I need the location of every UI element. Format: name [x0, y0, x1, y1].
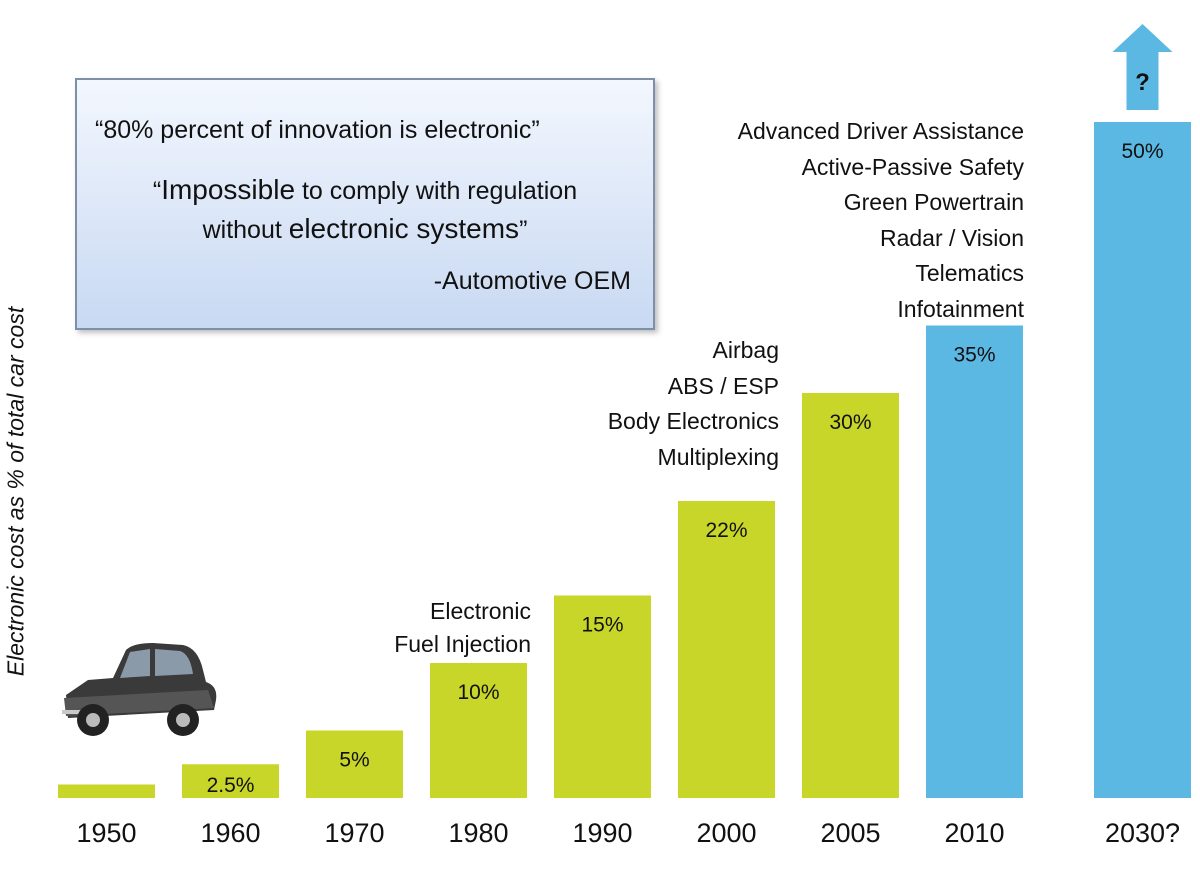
feature-label: Multiplexing — [657, 443, 779, 470]
x-tick-label: 2030? — [1105, 818, 1180, 848]
data-label: 22% — [705, 519, 747, 542]
data-label: 50% — [1121, 140, 1163, 163]
features-1980: Electronic Fuel Injection — [394, 595, 531, 661]
x-tick-label: 1970 — [324, 818, 384, 848]
feature-label: Body Electronics — [607, 408, 779, 434]
data-label: 2.5% — [207, 774, 255, 797]
quote-regulation-line1: “Impossible to comply with regulation — [152, 174, 578, 205]
bar-2010 — [926, 325, 1023, 798]
bar-1980 — [430, 663, 527, 798]
feature-label: Radar / Vision — [879, 224, 1024, 251]
bar-2005 — [802, 393, 899, 798]
features-2010: Advanced Driver Assistance Active-Passiv… — [738, 114, 1024, 327]
feature-label: Advanced Driver Assistance — [737, 118, 1024, 144]
bar-1970 — [306, 730, 403, 798]
bar-1950 — [58, 784, 155, 798]
quote-box: “80% percent of innovation is electronic… — [75, 78, 655, 330]
x-tick-label: 1960 — [200, 818, 260, 848]
bar-2000 — [678, 501, 775, 798]
feature-label: Airbag — [712, 337, 779, 363]
x-tick-label: 1980 — [448, 818, 508, 848]
future-arrow-label: ? — [1135, 69, 1150, 96]
data-label: 35% — [953, 344, 995, 367]
data-label: 10% — [457, 681, 499, 704]
x-tick-label: 1950 — [76, 818, 136, 848]
feature-label: Telematics — [915, 260, 1024, 286]
data-label: 30% — [829, 411, 871, 434]
feature-label: Infotainment — [897, 295, 1024, 322]
bar-2030 — [1094, 122, 1191, 798]
feature-label: Active-Passive Safety — [801, 153, 1024, 180]
feature-label: ABS / ESP — [667, 372, 779, 399]
bar-1990 — [554, 595, 651, 798]
x-tick-label: 2000 — [696, 818, 756, 848]
features-2000: Airbag ABS / ESP Body Electronics Multip… — [608, 333, 779, 475]
data-label: 15% — [581, 614, 623, 637]
future-arrow-icon — [1112, 24, 1173, 110]
quote-innovation: “80% percent of innovation is electronic… — [95, 116, 540, 144]
quote-attribution: -Automotive OEM — [433, 267, 631, 295]
vintage-car-image — [58, 640, 223, 755]
x-tick-label: 2010 — [944, 818, 1004, 848]
quote-regulation-line2: without electronic systems” — [202, 213, 528, 244]
feature-label: Electronic — [430, 598, 531, 624]
feature-label: Green Powertrain — [843, 189, 1024, 215]
x-tick-label: 1990 — [572, 818, 632, 848]
bar-1960 — [182, 764, 279, 798]
y-axis-label: Electronic cost as % of total car cost — [2, 306, 29, 677]
feature-label: Fuel Injection — [394, 631, 531, 657]
x-tick-label: 2005 — [820, 818, 880, 848]
data-label: 5% — [339, 749, 369, 772]
